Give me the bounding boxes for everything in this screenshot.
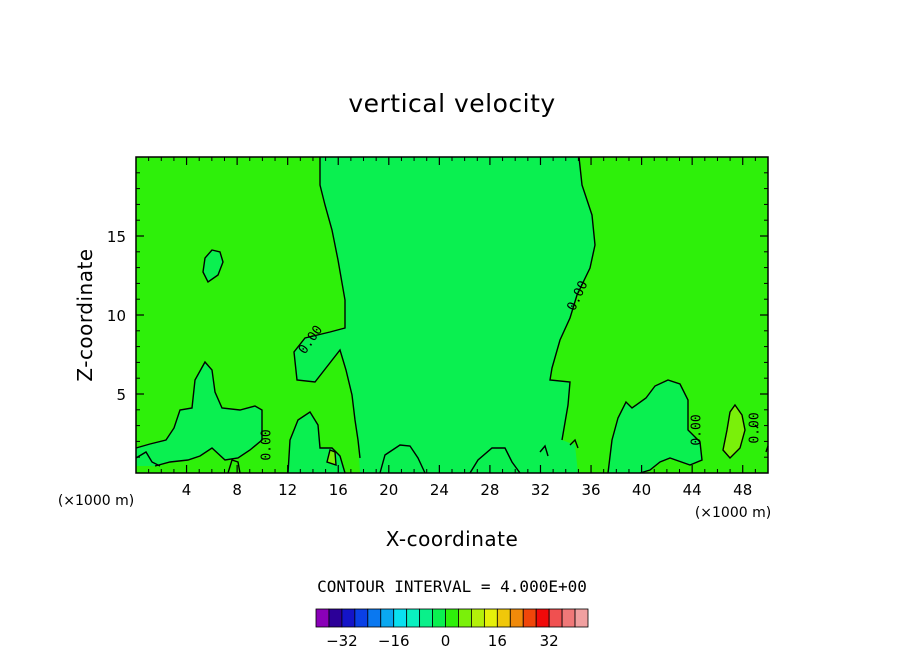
colorbar-swatch (354, 608, 369, 628)
colorbar-tick-label: 0 (441, 632, 451, 650)
x-tick-label: 24 (430, 481, 449, 499)
colorbar-tick-label: −16 (378, 632, 410, 650)
colorbar-swatch (483, 608, 498, 628)
y-tick-label: 15 (107, 228, 126, 246)
colorbar-swatch (406, 608, 421, 628)
colorbar-swatch (432, 608, 446, 628)
colorbar-swatch (419, 608, 433, 628)
x-unit-right: (×1000 m) (695, 505, 771, 521)
x-tick-label: 32 (531, 481, 550, 499)
colorbar-swatch (393, 608, 408, 628)
colorbar-tick-label: 32 (540, 632, 559, 650)
x-tick-marks: 4 8 12 16 20 24 28 32 36 40 44 48 (148, 157, 756, 499)
x-unit-left: (×1000 m) (58, 493, 134, 509)
colorbar-swatch (496, 608, 511, 628)
contour-label: 0.00 (260, 429, 275, 460)
x-tick-label: 40 (632, 481, 651, 499)
colorbar-swatch (535, 608, 550, 628)
colorbar-tick-label: 16 (488, 632, 507, 650)
zero-contours (135, 156, 769, 474)
colorbar-swatch (328, 608, 343, 628)
x-tick-label: 28 (480, 481, 499, 499)
weak-positive-patch-right (723, 405, 745, 458)
x-tick-label: 20 (379, 481, 398, 499)
x-tick-label: 8 (232, 481, 242, 499)
colorbar-tick-label: −32 (326, 632, 358, 650)
colorbar-swatch (561, 608, 576, 628)
colorbar-swatch (522, 608, 537, 628)
colorbar (315, 608, 589, 628)
x-axis-label: X-coordinate (386, 527, 519, 551)
y-tick-label: 5 (116, 386, 126, 404)
colorbar-tick-labels: −32 −16 0 16 32 (326, 632, 559, 650)
central-updraft-region (294, 157, 595, 473)
contour-label: 0.00 (748, 412, 763, 443)
y-tick-marks: 5 10 15 (107, 172, 768, 458)
right-updraft-region (608, 380, 702, 473)
x-tick-label: 48 (733, 481, 752, 499)
colorbar-swatch (315, 608, 330, 628)
y-axis-label: Z-coordinate (73, 248, 97, 381)
colorbar-swatch (574, 608, 589, 628)
colorbar-swatch (445, 608, 459, 628)
x-tick-label: 12 (278, 481, 297, 499)
colorbar-swatch (367, 608, 382, 628)
x-tick-label: 4 (182, 481, 192, 499)
colorbar-swatch (458, 608, 472, 628)
low-left-updraft-region (136, 362, 262, 466)
contour-label: 0.00 (690, 414, 705, 445)
x-tick-label: 44 (683, 481, 702, 499)
plot-area: 0.000.000.00 0.00 0.00 4 8 12 16 20 24 28 32 36 40 4… (107, 156, 769, 499)
colorbar-swatch (509, 608, 524, 628)
colorbar-swatch (341, 608, 356, 628)
colorbar-swatch (380, 608, 395, 628)
contour-interval-label: CONTOUR INTERVAL = 4.000E+00 (317, 577, 587, 596)
x-tick-label: 36 (581, 481, 600, 499)
x-tick-label: 16 (329, 481, 348, 499)
colorbar-swatch (471, 608, 485, 628)
colorbar-swatch (548, 608, 563, 628)
chart-title: vertical velocity (348, 89, 555, 118)
y-tick-label: 10 (107, 307, 126, 325)
